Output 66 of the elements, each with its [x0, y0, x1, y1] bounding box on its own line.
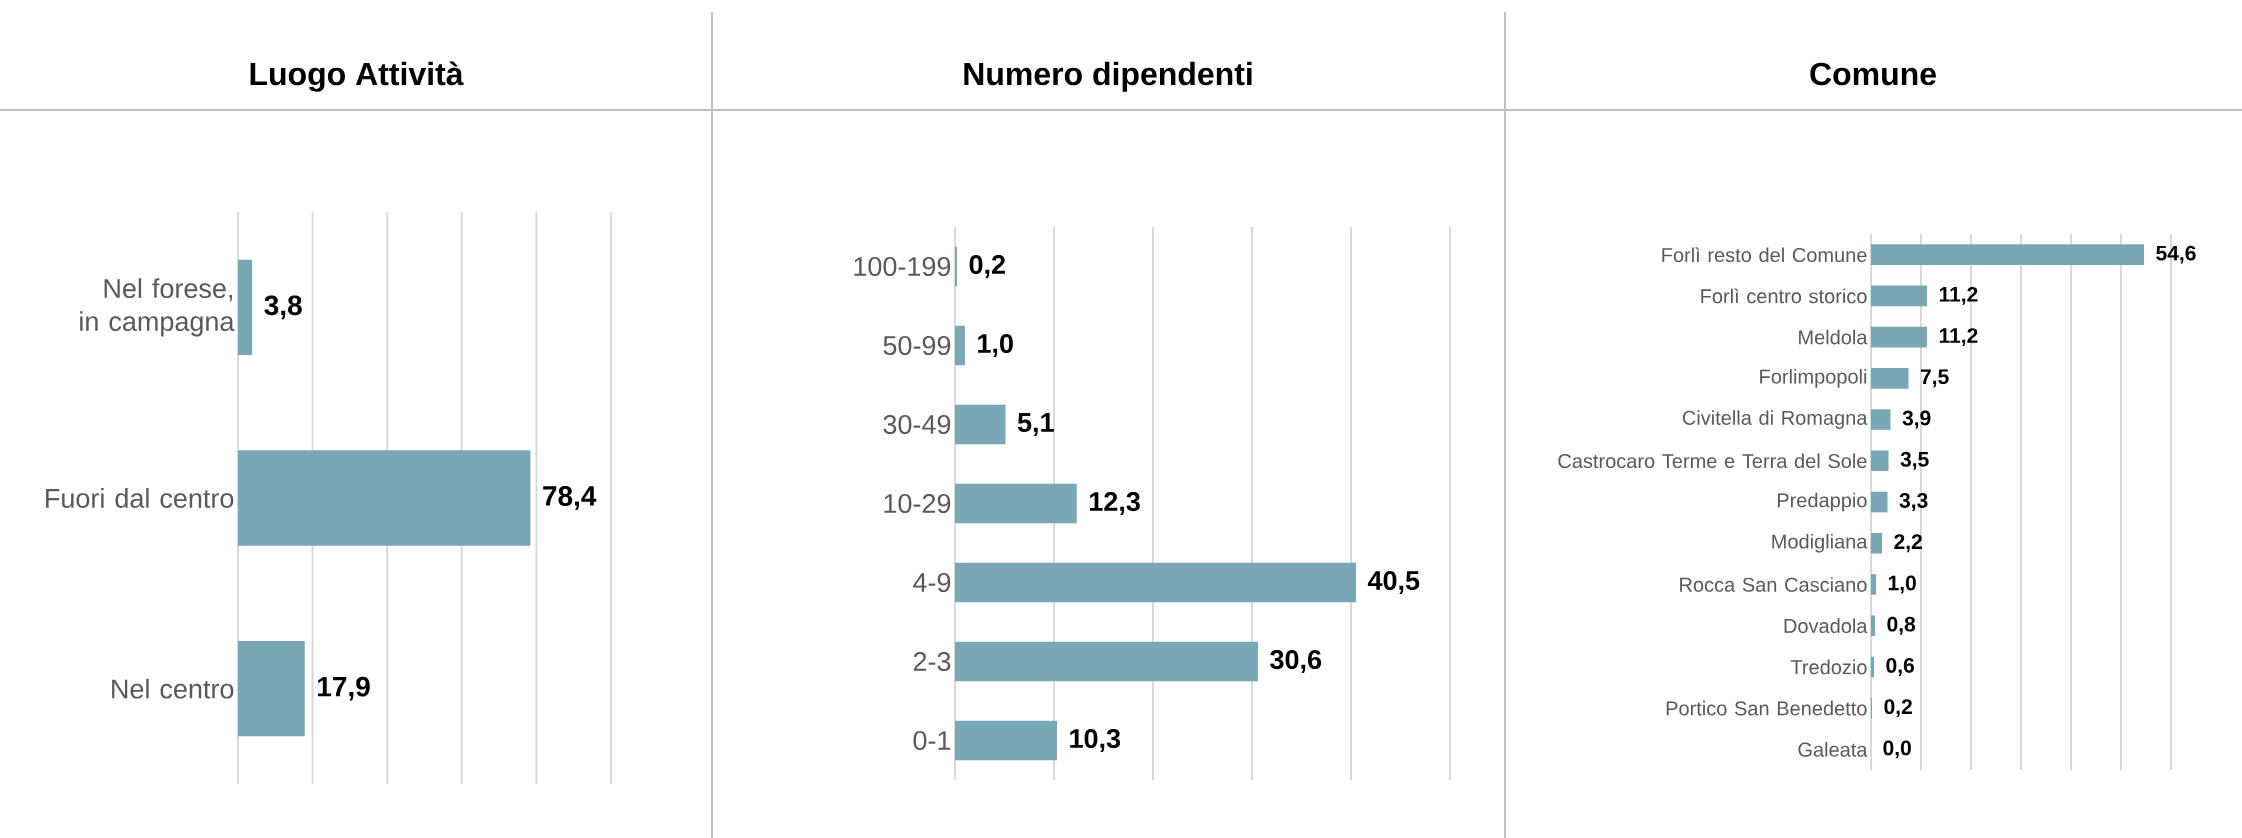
y-tick-label: Modigliana: [1772, 533, 1868, 553]
y-tick-label: Galeata: [1798, 742, 1868, 757]
chart-title: Luogo Attività: [250, 61, 464, 92]
data-label: 17,9: [318, 676, 370, 701]
chart-title: Numero dipendenti: [964, 61, 1252, 92]
data-label: 40,5: [1367, 571, 1420, 595]
y-tick-label: 4-9: [913, 572, 951, 593]
data-label: 2,2: [1894, 534, 1922, 553]
y-tick-label: Dovadola: [1784, 618, 1868, 634]
y-tick-label: 100-199: [854, 256, 951, 277]
data-label: 78,4: [543, 486, 597, 510]
data-label: 0,6: [1886, 657, 1914, 676]
bar: [955, 483, 1077, 524]
y-tick-label: 30-49: [883, 414, 951, 435]
data-label: 5,1: [1017, 413, 1054, 436]
chart-title: Comune: [1810, 62, 1936, 86]
y-tick-label: Forlimpopoli: [1760, 369, 1867, 388]
data-label: 0,8: [1887, 616, 1916, 635]
data-label: 1,0: [1888, 575, 1916, 594]
y-tick-label: Forlì centro storico: [1701, 288, 1867, 304]
y-tick-label: Predappio: [1777, 492, 1867, 512]
data-label: 3,3: [1899, 493, 1928, 511]
y-tick-label: 10-29: [884, 493, 951, 514]
data-label: 12,3: [1090, 492, 1140, 516]
bar: [1871, 532, 1883, 554]
y-tick-label: Rocca San Casciano: [1680, 577, 1867, 592]
bar: [955, 562, 1356, 603]
bar: [1871, 491, 1888, 513]
y-tick-label: Forlì resto del Comune: [1662, 247, 1867, 263]
y-tick-label: 2-3: [913, 651, 951, 672]
bar: [1871, 656, 1875, 678]
data-label: 0,0: [1883, 740, 1911, 759]
bar: [1871, 450, 1889, 472]
bar: [1871, 615, 1876, 637]
bar: [955, 641, 1258, 682]
y-tick-label: Tredozio: [1790, 659, 1867, 675]
data-label: 3,9: [1902, 410, 1931, 429]
y-tick-label: 0-1: [913, 730, 951, 751]
bar: [955, 404, 1006, 445]
y-tick-label: 50-99: [883, 335, 951, 356]
data-label: 10,3: [1070, 729, 1121, 753]
bar: [1871, 244, 2145, 265]
bar: [955, 325, 965, 366]
data-label: 1,0: [978, 334, 1013, 358]
bar: [1871, 409, 1891, 430]
data-label: 3,5: [1900, 451, 1929, 470]
y-tick-label: Castrocaro Terme e Terra del Sole: [1558, 453, 1867, 469]
bar: [1871, 285, 1928, 307]
bar: [955, 720, 1057, 761]
y-tick-label: Civitella di Romagna: [1682, 410, 1868, 429]
y-tick-label: Portico San Benedetto: [1666, 700, 1867, 716]
data-label: 0,2: [969, 255, 1005, 279]
y-tick-label: Meldola: [1799, 329, 1868, 345]
data-label: 11,2: [1939, 328, 1978, 347]
data-label: 54,6: [2156, 245, 2196, 264]
bar: [1871, 368, 1909, 389]
y-tick-label: Fuori dal centro: [46, 488, 234, 508]
data-label: 0,2: [1884, 699, 1912, 718]
y-tick-label: Nel centro: [112, 678, 234, 699]
y-tick-label: Nel forese, in campagna: [80, 278, 235, 337]
data-label: 30,6: [1270, 650, 1322, 674]
bar: [1871, 326, 1928, 348]
data-label: 3,8: [264, 295, 302, 320]
data-label: 11,2: [1939, 286, 1978, 305]
data-label: 7,5: [1920, 369, 1949, 388]
bar: [1871, 574, 1877, 595]
